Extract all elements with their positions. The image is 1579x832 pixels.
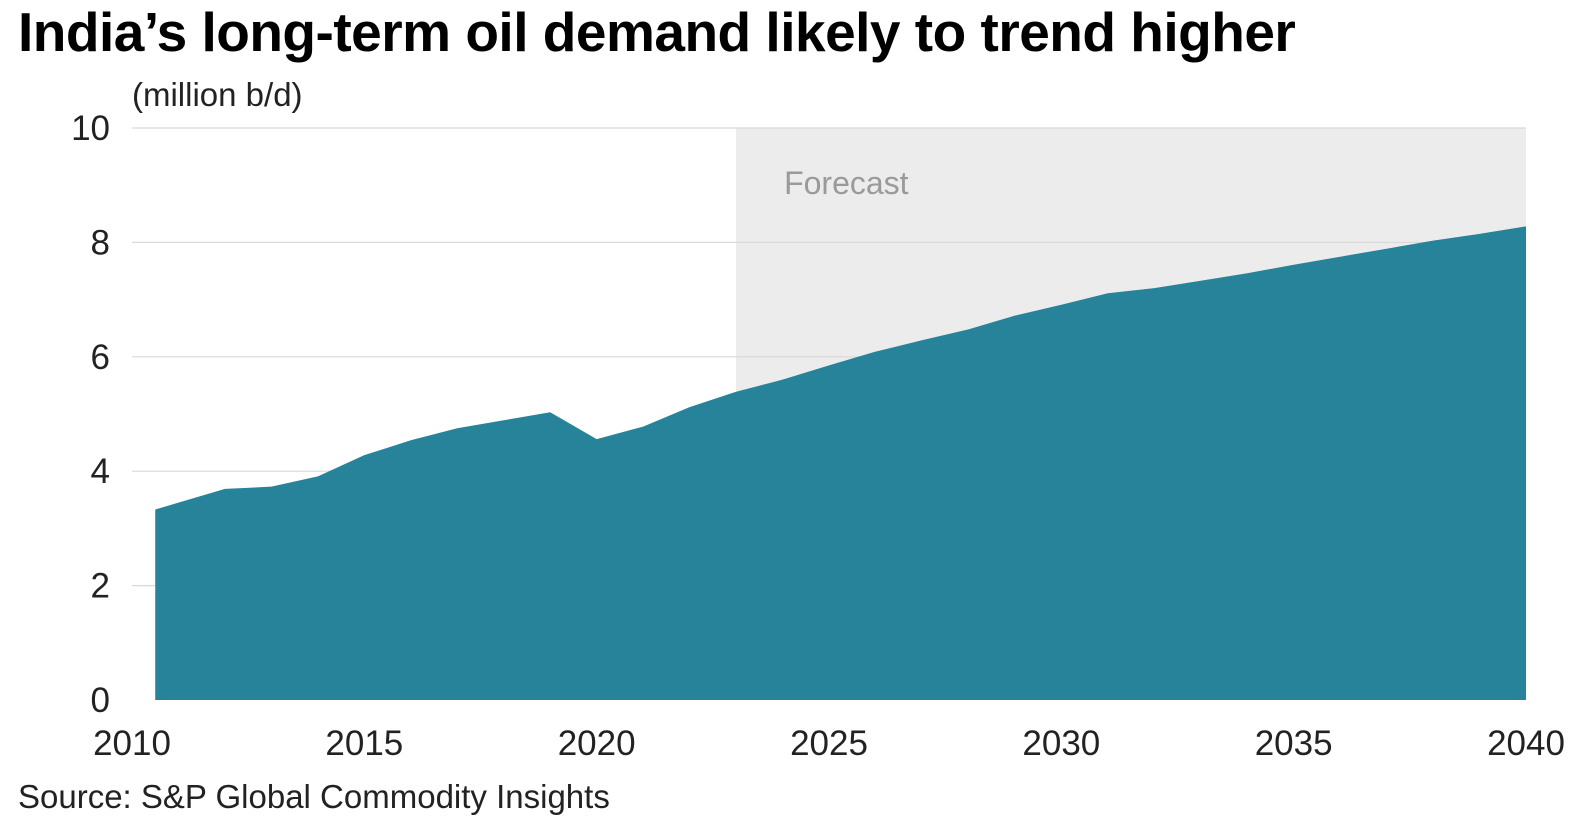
y-tick-label: 10 bbox=[71, 109, 110, 148]
x-tick-label: 2035 bbox=[1255, 724, 1333, 763]
x-tick-label: 2020 bbox=[558, 724, 636, 763]
y-tick-label: 2 bbox=[91, 567, 110, 606]
x-tick-label: 2010 bbox=[93, 724, 171, 763]
x-tick-label: 2025 bbox=[790, 724, 868, 763]
y-tick-label: 4 bbox=[91, 452, 110, 491]
forecast-label: Forecast bbox=[784, 165, 909, 201]
x-tick-label: 2030 bbox=[1022, 724, 1100, 763]
y-tick-label: 0 bbox=[91, 681, 110, 720]
source-note: Source: S&P Global Commodity Insights bbox=[18, 778, 610, 815]
x-tick-label: 2015 bbox=[325, 724, 403, 763]
chart-title: India’s long-term oil demand likely to t… bbox=[18, 1, 1296, 63]
demand-area-series bbox=[155, 226, 1526, 700]
y-axis-unit-label: (million b/d) bbox=[132, 76, 303, 113]
y-tick-label: 6 bbox=[91, 338, 110, 377]
y-tick-label: 8 bbox=[91, 223, 110, 262]
x-tick-label: 2040 bbox=[1487, 724, 1565, 763]
